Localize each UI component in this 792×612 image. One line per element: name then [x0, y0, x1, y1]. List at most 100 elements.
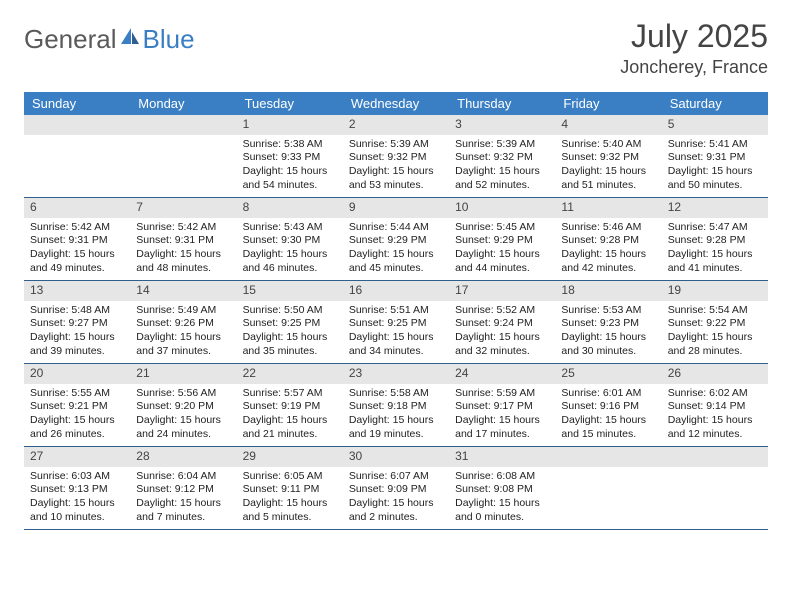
daylight-text: Daylight: 15 hours and 30 minutes. — [561, 331, 655, 358]
location: Joncherey, France — [620, 57, 768, 78]
top-bar: General Blue July 2025 Joncherey, France — [24, 18, 768, 78]
daylight-text: Daylight: 15 hours and 28 minutes. — [668, 331, 762, 358]
daylight-text: Daylight: 15 hours and 52 minutes. — [455, 165, 549, 192]
weekday-header: Wednesday — [343, 92, 449, 115]
day-content: Sunrise: 6:05 AMSunset: 9:11 PMDaylight:… — [237, 467, 343, 529]
day-content: Sunrise: 5:59 AMSunset: 9:17 PMDaylight:… — [449, 384, 555, 446]
sunrise-text: Sunrise: 5:39 AM — [455, 138, 549, 152]
sunset-text: Sunset: 9:25 PM — [243, 317, 337, 331]
logo-sail-icon — [119, 26, 141, 53]
weekday-header: Tuesday — [237, 92, 343, 115]
day-number: 9 — [343, 198, 449, 218]
day-cell: 9Sunrise: 5:44 AMSunset: 9:29 PMDaylight… — [343, 198, 449, 280]
day-cell: 11Sunrise: 5:46 AMSunset: 9:28 PMDayligh… — [555, 198, 661, 280]
sunrise-text: Sunrise: 5:50 AM — [243, 304, 337, 318]
day-number: 16 — [343, 281, 449, 301]
sunset-text: Sunset: 9:29 PM — [349, 234, 443, 248]
calendar-page: General Blue July 2025 Joncherey, France… — [0, 0, 792, 548]
day-content: Sunrise: 5:40 AMSunset: 9:32 PMDaylight:… — [555, 135, 661, 197]
day-content: Sunrise: 6:07 AMSunset: 9:09 PMDaylight:… — [343, 467, 449, 529]
day-content: Sunrise: 5:56 AMSunset: 9:20 PMDaylight:… — [130, 384, 236, 446]
day-cell: 25Sunrise: 6:01 AMSunset: 9:16 PMDayligh… — [555, 364, 661, 446]
daylight-text: Daylight: 15 hours and 10 minutes. — [30, 497, 124, 524]
calendar-grid: Sunday Monday Tuesday Wednesday Thursday… — [24, 92, 768, 530]
day-content: Sunrise: 5:47 AMSunset: 9:28 PMDaylight:… — [662, 218, 768, 280]
week-row: ..1Sunrise: 5:38 AMSunset: 9:33 PMDaylig… — [24, 115, 768, 198]
daylight-text: Daylight: 15 hours and 51 minutes. — [561, 165, 655, 192]
day-cell: 6Sunrise: 5:42 AMSunset: 9:31 PMDaylight… — [24, 198, 130, 280]
daylight-text: Daylight: 15 hours and 48 minutes. — [136, 248, 230, 275]
daylight-text: Daylight: 15 hours and 37 minutes. — [136, 331, 230, 358]
day-number: 29 — [237, 447, 343, 467]
day-cell: 23Sunrise: 5:58 AMSunset: 9:18 PMDayligh… — [343, 364, 449, 446]
sunset-text: Sunset: 9:08 PM — [455, 483, 549, 497]
day-content: Sunrise: 6:01 AMSunset: 9:16 PMDaylight:… — [555, 384, 661, 446]
daylight-text: Daylight: 15 hours and 42 minutes. — [561, 248, 655, 275]
daylight-text: Daylight: 15 hours and 32 minutes. — [455, 331, 549, 358]
day-number: 24 — [449, 364, 555, 384]
day-number: 12 — [662, 198, 768, 218]
daylight-text: Daylight: 15 hours and 0 minutes. — [455, 497, 549, 524]
sunset-text: Sunset: 9:31 PM — [668, 151, 762, 165]
sunset-text: Sunset: 9:24 PM — [455, 317, 549, 331]
day-cell: 29Sunrise: 6:05 AMSunset: 9:11 PMDayligh… — [237, 447, 343, 529]
day-number: 14 — [130, 281, 236, 301]
day-number: . — [130, 115, 236, 135]
day-content: Sunrise: 5:57 AMSunset: 9:19 PMDaylight:… — [237, 384, 343, 446]
weekday-header: Sunday — [24, 92, 130, 115]
sunset-text: Sunset: 9:28 PM — [668, 234, 762, 248]
sunrise-text: Sunrise: 5:49 AM — [136, 304, 230, 318]
sunrise-text: Sunrise: 5:47 AM — [668, 221, 762, 235]
daylight-text: Daylight: 15 hours and 5 minutes. — [243, 497, 337, 524]
day-content: Sunrise: 6:04 AMSunset: 9:12 PMDaylight:… — [130, 467, 236, 529]
sunset-text: Sunset: 9:32 PM — [455, 151, 549, 165]
day-content: Sunrise: 6:08 AMSunset: 9:08 PMDaylight:… — [449, 467, 555, 529]
daylight-text: Daylight: 15 hours and 34 minutes. — [349, 331, 443, 358]
daylight-text: Daylight: 15 hours and 44 minutes. — [455, 248, 549, 275]
day-number: 5 — [662, 115, 768, 135]
day-cell: 18Sunrise: 5:53 AMSunset: 9:23 PMDayligh… — [555, 281, 661, 363]
day-content: Sunrise: 5:48 AMSunset: 9:27 PMDaylight:… — [24, 301, 130, 363]
sunrise-text: Sunrise: 5:42 AM — [30, 221, 124, 235]
day-content: Sunrise: 5:52 AMSunset: 9:24 PMDaylight:… — [449, 301, 555, 363]
sunrise-text: Sunrise: 5:52 AM — [455, 304, 549, 318]
day-cell: 31Sunrise: 6:08 AMSunset: 9:08 PMDayligh… — [449, 447, 555, 529]
daylight-text: Daylight: 15 hours and 7 minutes. — [136, 497, 230, 524]
week-row: 13Sunrise: 5:48 AMSunset: 9:27 PMDayligh… — [24, 281, 768, 364]
daylight-text: Daylight: 15 hours and 15 minutes. — [561, 414, 655, 441]
day-cell: . — [130, 115, 236, 197]
daylight-text: Daylight: 15 hours and 24 minutes. — [136, 414, 230, 441]
sunset-text: Sunset: 9:32 PM — [561, 151, 655, 165]
sunset-text: Sunset: 9:20 PM — [136, 400, 230, 414]
day-cell: 7Sunrise: 5:42 AMSunset: 9:31 PMDaylight… — [130, 198, 236, 280]
weekday-header: Thursday — [449, 92, 555, 115]
daylight-text: Daylight: 15 hours and 46 minutes. — [243, 248, 337, 275]
daylight-text: Daylight: 15 hours and 54 minutes. — [243, 165, 337, 192]
day-number: 11 — [555, 198, 661, 218]
sunset-text: Sunset: 9:22 PM — [668, 317, 762, 331]
day-number: 10 — [449, 198, 555, 218]
day-number: 7 — [130, 198, 236, 218]
day-cell: 12Sunrise: 5:47 AMSunset: 9:28 PMDayligh… — [662, 198, 768, 280]
day-cell: 20Sunrise: 5:55 AMSunset: 9:21 PMDayligh… — [24, 364, 130, 446]
daylight-text: Daylight: 15 hours and 45 minutes. — [349, 248, 443, 275]
day-number: 25 — [555, 364, 661, 384]
weekday-header: Friday — [555, 92, 661, 115]
day-cell: 13Sunrise: 5:48 AMSunset: 9:27 PMDayligh… — [24, 281, 130, 363]
day-content: Sunrise: 5:44 AMSunset: 9:29 PMDaylight:… — [343, 218, 449, 280]
day-number: 21 — [130, 364, 236, 384]
day-cell: 30Sunrise: 6:07 AMSunset: 9:09 PMDayligh… — [343, 447, 449, 529]
day-cell: . — [24, 115, 130, 197]
day-content: Sunrise: 5:42 AMSunset: 9:31 PMDaylight:… — [24, 218, 130, 280]
day-number: 31 — [449, 447, 555, 467]
sunrise-text: Sunrise: 6:08 AM — [455, 470, 549, 484]
day-cell: 24Sunrise: 5:59 AMSunset: 9:17 PMDayligh… — [449, 364, 555, 446]
day-cell: 28Sunrise: 6:04 AMSunset: 9:12 PMDayligh… — [130, 447, 236, 529]
sunrise-text: Sunrise: 6:04 AM — [136, 470, 230, 484]
sunset-text: Sunset: 9:23 PM — [561, 317, 655, 331]
sunset-text: Sunset: 9:13 PM — [30, 483, 124, 497]
sunrise-text: Sunrise: 5:41 AM — [668, 138, 762, 152]
day-number: 6 — [24, 198, 130, 218]
sunrise-text: Sunrise: 5:55 AM — [30, 387, 124, 401]
sunrise-text: Sunrise: 5:38 AM — [243, 138, 337, 152]
